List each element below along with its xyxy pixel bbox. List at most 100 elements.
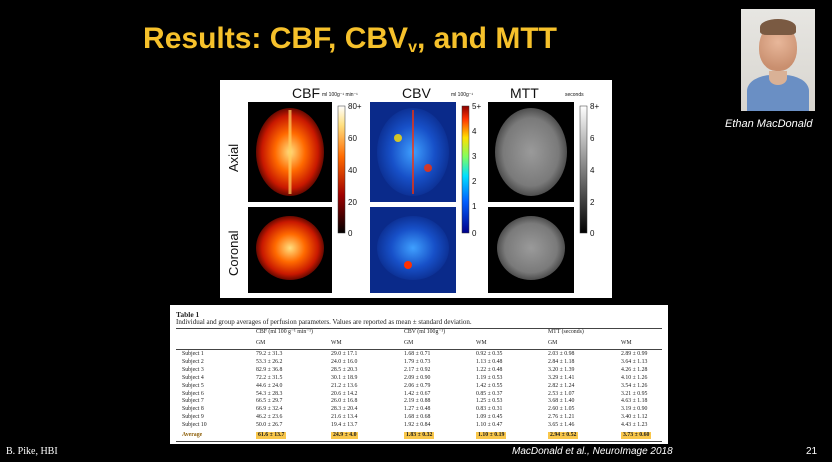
table-cell: 1.09 ± 0.45: [476, 414, 503, 421]
table-cell: 19.4 ± 13.7: [331, 422, 358, 429]
table-cell: 29.0 ± 17.1: [331, 351, 358, 357]
slide-title-subscript: v: [408, 39, 417, 56]
table-cell: 66.5 ± 29.7: [256, 398, 283, 405]
cbv-scale-label: 4: [472, 127, 477, 136]
figure-row-label-coronal: Coronal: [226, 230, 241, 276]
cbf-scale-label: 60: [348, 134, 357, 143]
cbf-scale-label: 0: [348, 229, 353, 238]
table-cell: 2.60 ± 1.05: [548, 406, 575, 413]
table-cell: 44.6 ± 24.0: [256, 382, 283, 389]
table-row: Subject 6 54.3 ± 28.3 20.6 ± 14.2 1.42 ± 0.…: [176, 391, 662, 398]
table-cell: 2.82 ± 1.24: [548, 382, 575, 389]
table-group-header: CBF (ml 100 g⁻¹ min⁻¹): [256, 329, 313, 335]
table-cell: 46.2 ± 23.6: [256, 414, 283, 421]
mtt-scale-label: 2: [590, 198, 595, 207]
cbv-scale-label: 2: [472, 177, 477, 186]
table-cell: Subject 7: [182, 398, 204, 405]
table-cell: 24.0 ± 16.0: [331, 358, 358, 365]
table-cell: Subject 6: [182, 390, 204, 397]
cbf-colorbar: [337, 105, 346, 234]
table-cell: 4.26 ± 1.28: [621, 366, 648, 373]
table-average-row: Average 61.6 ± 13.7 24.9 ± 4.0 1.83 ± 0.…: [176, 432, 662, 440]
table-cell: 3.68 ± 1.40: [548, 398, 575, 405]
table-cell: 21.2 ± 13.6: [331, 382, 358, 389]
cbv-scale-label: 3: [472, 152, 477, 161]
table-row: Subject 9 46.2 ± 23.6 21.6 ± 13.4 1.68 ± 0.…: [176, 414, 662, 421]
table-row: Subject 2 53.3 ± 26.2 24.0 ± 16.0 1.79 ± 0.…: [176, 359, 662, 366]
table-cell: 1.68 ± 0.68: [404, 414, 431, 421]
table-cell: 2.17 ± 0.92: [404, 366, 431, 373]
cbv-scale-label: 5+: [472, 102, 481, 111]
table-cell: 2.76 ± 1.21: [548, 414, 575, 421]
mtt-colorbar: [579, 105, 588, 234]
table-cell: 1.42 ± 0.55: [476, 382, 503, 389]
table-cell: 1.10 ± 0.19: [476, 432, 507, 440]
cbv-scale-label: 0: [472, 229, 477, 238]
table-cell: 0.85 ± 0.37: [476, 390, 503, 397]
footer-citation: MacDonald et al., NeuroImage 2018: [512, 446, 673, 457]
table-cell: 1.13 ± 0.48: [476, 358, 503, 365]
figure-unit-cbv: ml 100g⁻¹: [451, 92, 473, 98]
table-rule-bottom: [176, 441, 662, 442]
table-sub-header: WM: [331, 340, 342, 346]
table-description: Individual and group averages of perfusi…: [176, 318, 472, 326]
table-cell: 2.09 ± 0.90: [404, 374, 431, 381]
table-cell: 72.2 ± 31.5: [256, 374, 283, 381]
table-cell: 79.2 ± 31.3: [256, 351, 283, 357]
table-cell: 1.42 ± 0.67: [404, 390, 431, 397]
table-cell: 2.19 ± 0.88: [404, 398, 431, 405]
table-cell: 2.84 ± 1.18: [548, 358, 575, 365]
photo-caption: Ethan MacDonald: [725, 118, 813, 130]
table-cell: 2.94 ± 0.52: [548, 432, 579, 440]
slide-title-main: Results: CBF, CBV: [143, 22, 409, 55]
table-cell: 4.63 ± 1.18: [621, 398, 648, 405]
table-cell: Subject 5: [182, 382, 204, 389]
table-sub-header-row: GM WM GM WM GM WM: [176, 340, 662, 347]
table-cell: Subject 10: [182, 422, 207, 429]
table-cell: 1.27 ± 0.48: [404, 406, 431, 413]
table-cell: 3.21 ± 0.95: [621, 390, 648, 397]
table-row: Subject 1 79.2 ± 31.3 29.0 ± 17.1 1.68 ± 0.…: [176, 351, 662, 358]
table-row: Subject 8 66.9 ± 32.4 28.3 ± 20.4 1.27 ± 0.…: [176, 406, 662, 413]
table-row: Subject 3 82.9 ± 36.8 28.5 ± 20.3 2.17 ± 0.…: [176, 367, 662, 374]
footer-author: B. Pike, HBI: [6, 446, 58, 457]
table-cell: 28.3 ± 20.4: [331, 406, 358, 413]
table-cell: 3.29 ± 1.41: [548, 374, 575, 381]
table-cell: 1.92 ± 0.84: [404, 422, 431, 429]
presenter-photo: [741, 9, 815, 111]
table-cell: 4.43 ± 1.23: [621, 422, 648, 429]
table-rule-top: [176, 328, 662, 329]
table-cell: 20.6 ± 14.2: [331, 390, 358, 397]
cbf-scale-label: 40: [348, 166, 357, 175]
table-cell: 54.3 ± 28.3: [256, 390, 283, 397]
table-cell: 1.10 ± 0.47: [476, 422, 503, 429]
table-cell: 2.06 ± 0.79: [404, 382, 431, 389]
table-sub-header: GM: [548, 340, 558, 346]
figure-header-cbv: CBV: [402, 85, 431, 101]
page-number: 21: [806, 446, 818, 457]
table-row: Subject 7 66.5 ± 29.7 26.0 ± 16.8 2.19 ± 0.…: [176, 398, 662, 405]
perfusion-map-figure: CBF ml 100g⁻¹ min⁻¹ CBV ml 100g⁻¹ MTT se…: [220, 80, 612, 298]
mtt-scale-label: 6: [590, 134, 595, 143]
table-sub-header: GM: [404, 340, 414, 346]
table-group-header-row: CBF (ml 100 g⁻¹ min⁻¹) CBV (ml 100g⁻¹) M…: [176, 329, 662, 336]
slide-title: Results: CBF, CBVv, and MTT: [0, 22, 700, 57]
mtt-scale-label: 4: [590, 166, 595, 175]
table-sub-header: WM: [476, 340, 487, 346]
mtt-scale-label: 0: [590, 229, 595, 238]
table-cell: 2.53 ± 1.07: [548, 390, 575, 397]
table-cell: 61.6 ± 13.7: [256, 432, 287, 440]
perfusion-table: Table 1 Individual and group averages of…: [170, 305, 668, 444]
table-title: Table 1: [176, 310, 200, 319]
table-cell: Subject 8: [182, 406, 204, 413]
table-cell: 24.9 ± 4.0: [331, 432, 359, 440]
cbf-scale-label: 20: [348, 198, 357, 207]
table-cell: 2.03 ± 0.98: [548, 351, 575, 357]
table-group-header: MTT (seconds): [548, 329, 584, 335]
table-cell: 1.22 ± 0.48: [476, 366, 503, 373]
table-cell: 3.19 ± 0.90: [621, 406, 648, 413]
table-cell: Average: [182, 432, 203, 438]
cbv-scale-label: 1: [472, 202, 477, 211]
table-cell: Subject 9: [182, 414, 204, 421]
figure-row-label-axial: Axial: [226, 144, 241, 172]
